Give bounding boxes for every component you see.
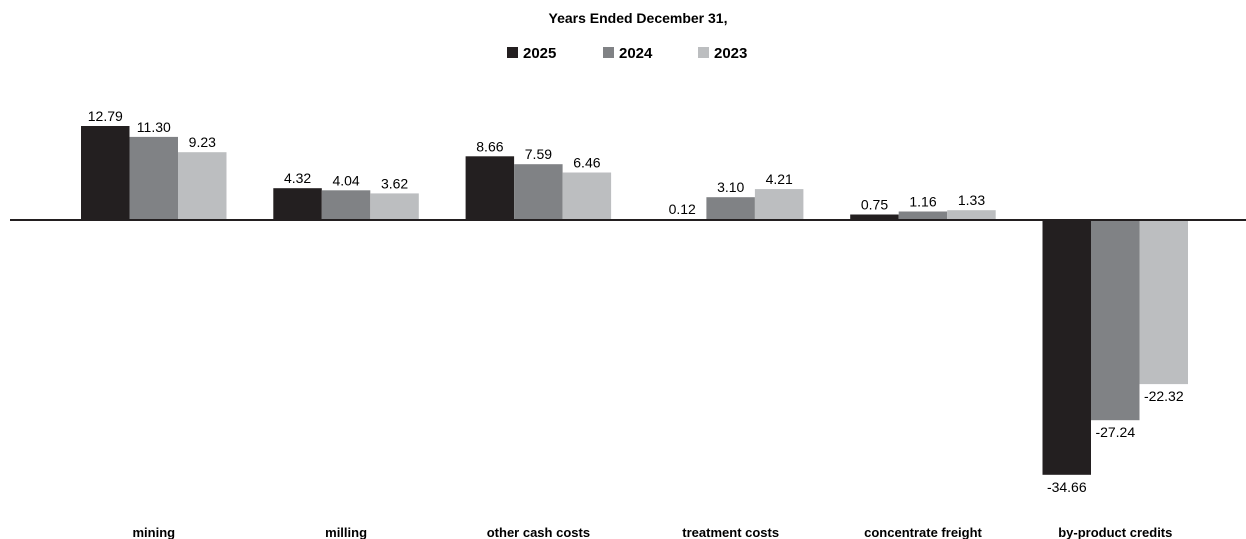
value-label-mining-2023: 9.23	[189, 134, 216, 150]
category-labels-group: mining milling other cash costs treatment c…	[132, 525, 1172, 539]
legend-swatch-2024	[603, 47, 614, 58]
value-label-treatment-costs-2024: 3.10	[717, 179, 744, 195]
bar-concentrate-freight-2025	[850, 214, 899, 220]
legend-swatch-2023	[698, 47, 709, 58]
value-label-other-cash-costs-2023: 6.46	[573, 155, 600, 171]
bar-milling-2025	[273, 188, 322, 220]
legend-label-2025: 2025	[523, 45, 556, 62]
category-label-mining: mining	[132, 525, 175, 539]
value-label-treatment-costs-2023: 4.21	[766, 171, 793, 187]
value-label-treatment-costs-2025: 0.12	[669, 201, 696, 217]
chart-title: Years Ended December 31,	[549, 10, 728, 26]
category-label-treatment-costs: treatment costs	[682, 525, 779, 539]
bar-treatment-costs-2023	[754, 189, 804, 220]
bar-by-product-credits-2024	[1091, 220, 1140, 421]
value-label-by-product-credits-2025: -34.66	[1047, 479, 1087, 495]
legend-swatch-2025	[507, 47, 518, 58]
value-label-milling-2025: 4.32	[284, 170, 311, 186]
value-labels-group: 12.79 11.30 9.23 4.32 4.04 3.62 8.66 7.59 6.46 0.…	[88, 108, 1184, 495]
bars-group	[81, 126, 1188, 475]
bar-other-cash-costs-2025	[465, 156, 515, 220]
legend: 2025 2024 2023	[507, 45, 747, 62]
value-label-concentrate-freight-2024: 1.16	[909, 194, 936, 210]
bar-treatment-costs-2024	[706, 197, 755, 220]
value-label-by-product-credits-2024: -27.24	[1095, 424, 1135, 440]
legend-label-2024: 2024	[619, 45, 653, 62]
bar-mining-2024	[129, 136, 178, 220]
bar-other-cash-costs-2024	[514, 164, 563, 220]
category-label-by-product-credits: by-product credits	[1058, 525, 1172, 539]
category-label-milling: milling	[325, 525, 367, 539]
value-label-mining-2024: 11.30	[137, 119, 171, 135]
value-label-milling-2023: 3.62	[381, 175, 408, 191]
bar-milling-2024	[321, 190, 371, 220]
bar-concentrate-freight-2023	[947, 210, 996, 220]
value-label-other-cash-costs-2025: 8.66	[476, 138, 503, 154]
category-label-concentrate-freight: concentrate freight	[864, 525, 982, 539]
bar-concentrate-freight-2024	[898, 211, 948, 220]
bar-by-product-credits-2023	[1139, 220, 1188, 385]
bar-by-product-credits-2025	[1042, 220, 1091, 475]
legend-label-2023: 2023	[714, 45, 747, 62]
value-label-mining-2025: 12.79	[88, 108, 123, 124]
value-label-other-cash-costs-2024: 7.59	[525, 146, 552, 162]
bar-milling-2023	[370, 193, 419, 220]
value-label-concentrate-freight-2023: 1.33	[958, 192, 985, 208]
value-label-concentrate-freight-2025: 0.75	[861, 197, 888, 213]
value-label-by-product-credits-2023: -22.32	[1144, 388, 1184, 404]
bar-mining-2025	[81, 126, 130, 220]
value-label-milling-2024: 4.04	[332, 172, 359, 188]
category-label-other-cash-costs: other cash costs	[487, 525, 590, 539]
bar-other-cash-costs-2023	[562, 172, 612, 220]
bar-mining-2023	[178, 152, 227, 220]
